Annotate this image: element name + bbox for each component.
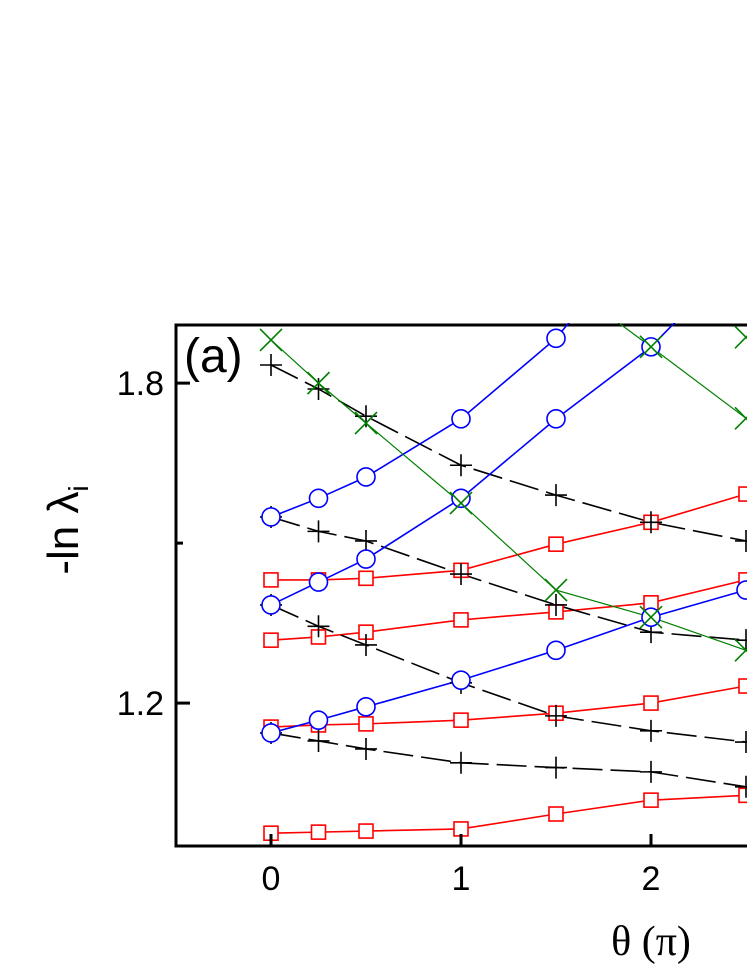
cross-marker [639,335,663,359]
plus-marker [545,484,567,507]
series-line [270,339,747,651]
circle-marker [546,640,566,661]
circle-marker [308,572,329,592]
plus-marker [640,511,662,534]
circle-marker [356,467,376,487]
square-marker [643,792,659,808]
square-marker [453,712,469,728]
x-tick-label: 2 [642,860,661,898]
circle-marker [736,580,747,600]
circle-marker [261,723,281,743]
circle-marker [356,549,376,569]
cross-marker [734,325,747,349]
panel-label: (a) [184,330,243,383]
circle-marker [451,488,471,509]
series-line [270,685,747,728]
plus-marker [450,751,472,774]
plot-area [259,107,747,842]
circle-marker [261,507,281,527]
circle-marker [546,409,566,429]
cross-marker [545,265,567,287]
square-marker [358,570,374,587]
circle-marker [308,710,329,730]
circle-marker [546,328,566,349]
plus-marker [307,729,330,752]
plus-marker [545,593,567,616]
plus-marker [307,377,330,400]
square-marker [738,678,747,694]
plus-marker [545,704,567,727]
series-line [270,794,747,835]
plus-marker [640,760,662,783]
plot-frame [174,323,747,848]
cross-marker [734,406,747,430]
plus-marker [545,756,567,779]
series-line [271,493,747,581]
circle-marker [642,214,660,232]
y-axis-label-main: -ln λ [39,492,88,575]
square-marker [738,486,747,502]
square-marker [263,572,279,588]
plus-marker [450,563,472,586]
series-line [270,589,747,734]
x-tick-label: 1 [452,860,471,898]
square-marker [548,806,564,822]
plus-marker [260,353,282,376]
square-marker [548,536,564,552]
cross-marker [306,371,331,395]
y-axis-label-subscript: i [63,485,94,491]
y-axis-label: -ln λi [39,485,94,574]
plus-marker [735,731,747,754]
plus-marker [307,520,330,543]
plus-marker [640,719,662,742]
circle-marker [737,107,747,125]
square-marker [453,821,469,837]
plus-marker [355,529,377,552]
square-marker [263,632,279,648]
y-tick-label: 1.8 [117,365,164,403]
circle-marker [308,488,329,509]
plus-marker [450,454,472,477]
circle-marker [451,670,471,690]
square-marker [358,823,374,839]
x-axis-label: θ (π) [611,919,691,965]
circle-marker [451,409,471,429]
square-marker [643,695,659,711]
plus-marker [735,629,747,652]
plus-marker [307,615,330,638]
cross-marker [259,328,283,352]
square-marker [358,716,374,732]
cross-marker [449,491,473,515]
series-line [270,323,676,606]
square-marker [310,824,327,840]
circle-marker [261,595,281,615]
cross-marker [544,578,568,602]
plus-marker [735,775,747,798]
cross-marker [354,411,378,435]
plus-marker [355,633,377,656]
y-tick-label: 1.2 [117,685,164,723]
series-line [270,732,747,788]
cross-marker [734,638,747,662]
circle-marker [737,241,747,259]
x-tick-label: 0 [262,860,281,898]
series-line [270,323,570,518]
plus-marker [735,529,747,552]
plus-marker [355,737,377,760]
cross-marker [639,605,663,629]
circle-marker [356,697,376,717]
square-marker [453,612,469,628]
